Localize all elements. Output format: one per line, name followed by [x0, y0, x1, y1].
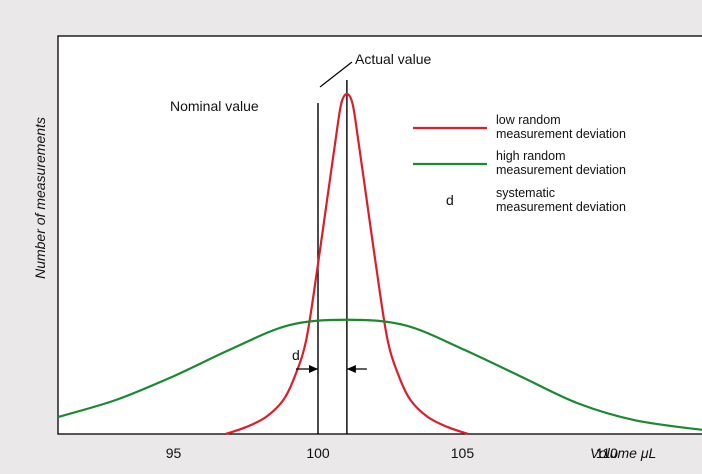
x-tick-label: 105 — [451, 445, 475, 461]
legend-symbol-d: d — [446, 192, 454, 208]
actual-value-leader — [319, 61, 353, 88]
legend-label-systematic: systematic — [496, 186, 555, 200]
high-deviation-curve — [57, 318, 702, 431]
nominal-value-label: Nominal value — [170, 98, 259, 114]
legend-label-high: high random — [496, 149, 566, 163]
x-tick-label: 100 — [306, 445, 330, 461]
x-axis-ticks: 95 100 105 110 — [166, 445, 618, 461]
legend-label-systematic-2: measurement deviation — [496, 200, 626, 214]
x-axis-title: Volume μL — [590, 445, 656, 461]
d-arrow-left-head — [309, 365, 318, 373]
x-tick-label: 95 — [166, 445, 182, 461]
actual-value-label: Actual value — [355, 51, 431, 67]
deviation-marker-label: d — [292, 347, 300, 363]
y-axis-title: Number of measurements — [32, 117, 48, 279]
legend-label-low-2: measurement deviation — [496, 127, 626, 141]
legend-label-high-2: measurement deviation — [496, 163, 626, 177]
low-deviation-curve — [225, 92, 469, 436]
x-tick-label: 110 — [596, 445, 619, 461]
systematic-deviation-arrows — [296, 365, 367, 373]
legend: low random measurement deviation high ra… — [413, 113, 626, 214]
plot-area — [57, 35, 702, 435]
d-arrow-right-head — [346, 365, 356, 373]
legend-label-low: low random — [496, 113, 561, 127]
